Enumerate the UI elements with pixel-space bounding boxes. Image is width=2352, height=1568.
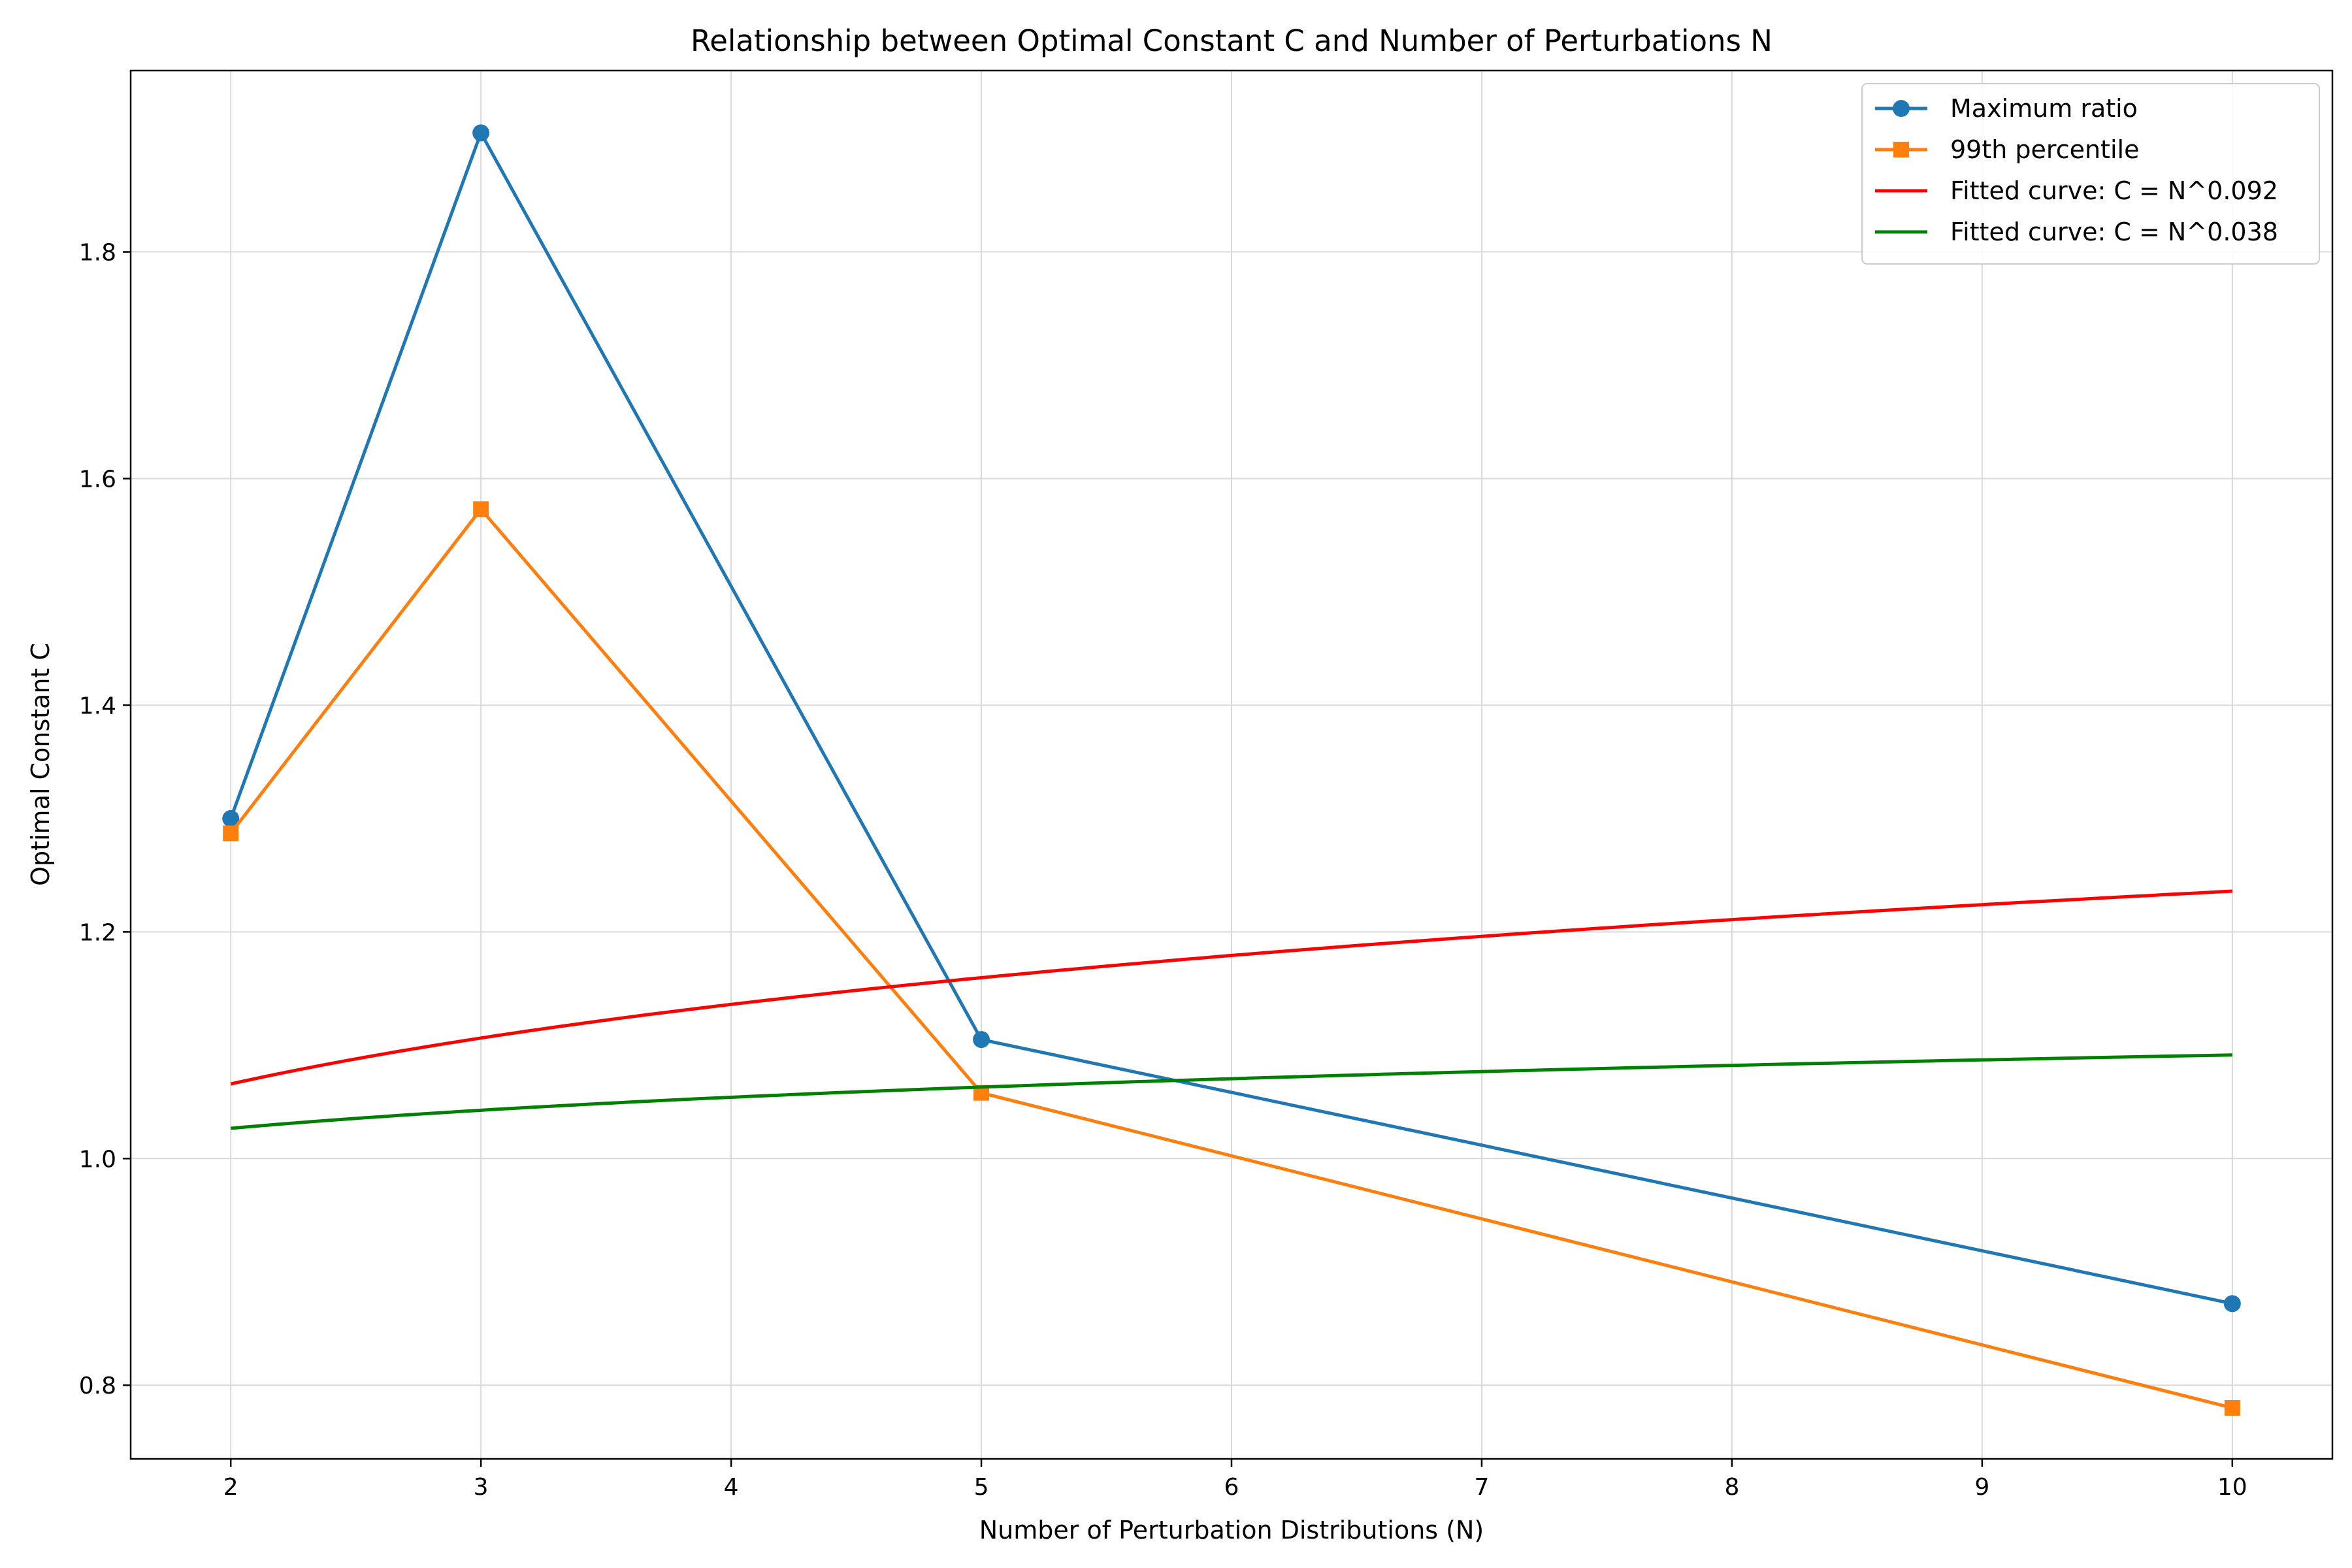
x-tick-label: 8 bbox=[1724, 1474, 1739, 1501]
data-point bbox=[473, 501, 489, 517]
x-tick-label: 9 bbox=[1974, 1474, 1989, 1501]
legend-box bbox=[1861, 83, 2320, 265]
series-line bbox=[229, 507, 2233, 1410]
series-3 bbox=[230, 1053, 2232, 1130]
series-1 bbox=[223, 501, 2240, 1416]
legend-swatch-marker bbox=[1893, 100, 1910, 117]
x-tick-label: 2 bbox=[223, 1474, 238, 1501]
series-2 bbox=[230, 889, 2232, 1086]
y-tick-label: 0.8 bbox=[79, 1373, 116, 1399]
series-0 bbox=[222, 124, 2241, 1313]
y-axis-label: Optimal Constant C bbox=[26, 643, 55, 886]
fitted-curve-line bbox=[230, 1053, 2232, 1130]
data-point bbox=[222, 809, 240, 827]
x-tick-label: 4 bbox=[724, 1474, 739, 1501]
y-tick-label: 1.0 bbox=[79, 1146, 116, 1173]
legend-label: Fitted curve: C = N^0.092 bbox=[1950, 176, 2278, 205]
legend-label: 99th percentile bbox=[1950, 135, 2139, 164]
legend-item: Fitted curve: C = N^0.092 bbox=[1875, 176, 2278, 205]
series-layer bbox=[222, 124, 2241, 1416]
legend-swatch-marker bbox=[1893, 142, 1909, 157]
data-point bbox=[2224, 1399, 2240, 1416]
x-tick-label: 7 bbox=[1475, 1474, 1490, 1501]
axis-ticks: 2 3 4 5 6 7 8 9 10 0.8 1.0 1.2 1.4 1.6 1.8 bbox=[79, 240, 2247, 1501]
x-axis-label: Number of Perturbation Distributions (N) bbox=[979, 1516, 1484, 1544]
legend-label: Maximum ratio bbox=[1950, 94, 2138, 123]
x-tick-label: 6 bbox=[1224, 1474, 1239, 1501]
legend-label: Fitted curve: C = N^0.038 bbox=[1950, 218, 2278, 246]
data-point bbox=[973, 1031, 990, 1049]
grid bbox=[131, 71, 2332, 1459]
y-tick-label: 1.2 bbox=[79, 919, 116, 946]
y-tick-label: 1.8 bbox=[79, 240, 116, 267]
x-tick-label: 5 bbox=[974, 1474, 989, 1501]
legend: Maximum ratio 99th percentile Fitted curve… bbox=[1861, 83, 2320, 265]
y-tick-label: 1.4 bbox=[79, 693, 116, 719]
data-point bbox=[472, 124, 490, 142]
chart-title: Relationship between Optimal Constant C … bbox=[691, 24, 1772, 58]
series-line bbox=[229, 131, 2233, 1305]
legend-item: Maximum ratio bbox=[1875, 94, 2138, 123]
x-tick-label: 3 bbox=[474, 1474, 489, 1501]
legend-item: Fitted curve: C = N^0.038 bbox=[1875, 218, 2278, 246]
x-tick-label: 10 bbox=[2217, 1474, 2247, 1501]
data-point bbox=[223, 825, 239, 841]
data-point bbox=[2223, 1295, 2241, 1313]
y-tick-label: 1.6 bbox=[79, 466, 116, 493]
fitted-curve-line bbox=[230, 889, 2232, 1086]
legend-item: 99th percentile bbox=[1875, 135, 2139, 164]
